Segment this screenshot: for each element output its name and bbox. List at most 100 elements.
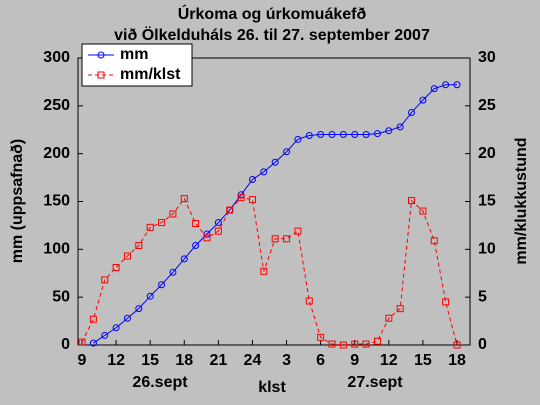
marker	[430, 237, 438, 245]
marker	[294, 135, 302, 143]
marker	[317, 333, 325, 341]
marker	[396, 123, 404, 131]
marker	[339, 341, 347, 349]
x-tick-label: 18	[448, 352, 466, 369]
marker	[317, 131, 325, 139]
y2-tick-label: 0	[478, 336, 487, 353]
marker	[373, 130, 381, 138]
annotation: 26.sept	[132, 374, 188, 391]
marker	[101, 331, 109, 339]
y2-tick-label: 30	[478, 49, 496, 66]
marker	[112, 324, 120, 332]
y-tick-label: 200	[43, 145, 70, 162]
marker	[351, 131, 359, 139]
y-tick-label: 150	[43, 193, 70, 210]
x-tick-label: 6	[316, 352, 325, 369]
marker	[373, 337, 381, 345]
marker	[146, 292, 154, 300]
marker	[112, 264, 120, 272]
marker	[453, 341, 461, 349]
marker	[430, 85, 438, 93]
legend-label: mm	[120, 46, 148, 63]
x-tick-label: 12	[107, 352, 125, 369]
marker	[362, 131, 370, 139]
marker	[248, 196, 256, 204]
marker	[362, 340, 370, 348]
legend-marker	[97, 71, 105, 79]
chart-subtitle: við Ölkelduháls 26. til 27. september 20…	[114, 25, 430, 44]
y-tick-label: 300	[43, 49, 70, 66]
chart-title: Úrkoma og úrkomuákefð	[178, 4, 367, 23]
marker	[419, 96, 427, 104]
marker	[283, 235, 291, 243]
marker	[260, 267, 268, 275]
y-tick-label: 250	[43, 97, 70, 114]
marker	[328, 340, 336, 348]
marker	[453, 81, 461, 89]
legend-marker	[97, 51, 105, 59]
marker	[419, 207, 427, 215]
marker	[158, 281, 166, 289]
marker	[237, 194, 245, 202]
marker	[89, 315, 97, 323]
legend-box	[81, 43, 193, 87]
marker	[260, 168, 268, 176]
x-tick-label: 18	[175, 352, 193, 369]
x-tick-label: 9	[78, 352, 87, 369]
marker	[192, 220, 200, 228]
marker	[305, 297, 313, 305]
marker	[271, 158, 279, 166]
marker	[78, 338, 86, 346]
series-line	[81, 197, 458, 346]
marker	[214, 227, 222, 235]
marker	[89, 339, 97, 347]
y2-tick-label: 25	[478, 97, 496, 114]
x-tick-label: 3	[282, 352, 291, 369]
y2-tick-label: 20	[478, 145, 496, 162]
y-tick-label: 100	[43, 241, 70, 258]
marker	[135, 242, 143, 250]
x-tick-label: 15	[414, 352, 432, 369]
marker	[339, 131, 347, 139]
x-tick-label: 12	[380, 352, 398, 369]
series-line	[93, 84, 457, 344]
marker	[192, 242, 200, 250]
marker	[385, 314, 393, 322]
marker	[101, 276, 109, 284]
marker	[203, 230, 211, 238]
x-tick-label: 21	[209, 352, 227, 369]
y-tick-label: 50	[52, 288, 70, 305]
annotation: 27.sept	[347, 374, 403, 391]
marker	[328, 131, 336, 139]
marker	[351, 340, 359, 348]
x-tick-label: 9	[350, 352, 359, 369]
legend-label: mm/klst	[120, 66, 181, 83]
marker	[169, 210, 177, 218]
marker	[180, 195, 188, 203]
x-tick-label: 24	[244, 352, 262, 369]
marker	[442, 298, 450, 306]
marker	[214, 219, 222, 227]
y-tick-label: 0	[61, 336, 70, 353]
marker	[385, 127, 393, 135]
x-axis-label: klst	[258, 379, 286, 396]
marker	[123, 314, 131, 322]
marker	[248, 175, 256, 183]
y2-axis-label: mm/klukkustund	[513, 137, 530, 264]
y2-tick-label: 10	[478, 241, 496, 258]
marker	[408, 109, 416, 117]
marker	[146, 223, 154, 231]
marker	[226, 206, 234, 214]
marker	[169, 268, 177, 276]
marker	[180, 255, 188, 263]
y-axis-label: mm (uppsafnað)	[9, 139, 26, 263]
marker	[271, 235, 279, 243]
marker	[135, 305, 143, 313]
marker	[294, 227, 302, 235]
marker	[396, 305, 404, 313]
marker	[305, 131, 313, 139]
y2-tick-label: 5	[478, 288, 487, 305]
marker	[158, 219, 166, 227]
